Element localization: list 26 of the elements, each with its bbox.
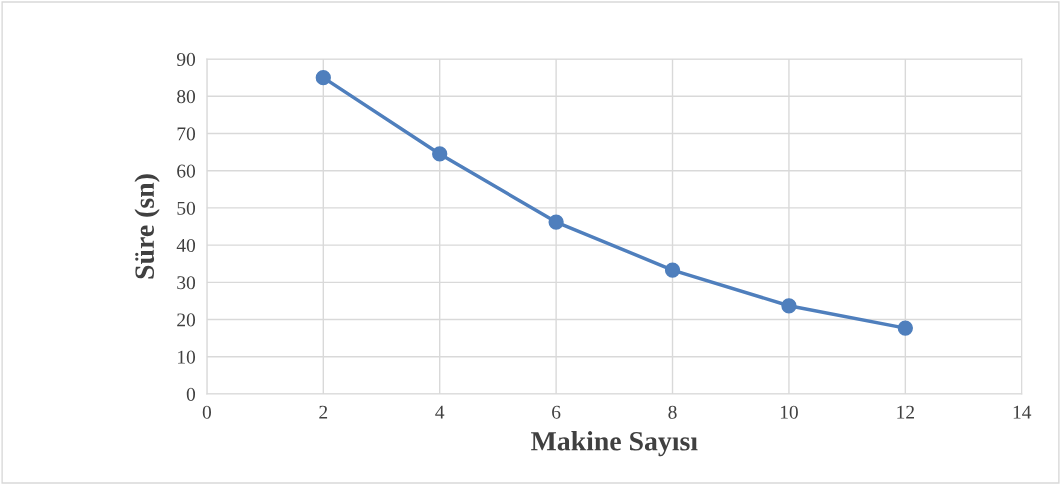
point <box>664 262 681 278</box>
x-tick-label: 2 <box>319 405 328 419</box>
y-tick-label: 0 <box>186 387 196 401</box>
y-tick-label: 90 <box>176 52 196 66</box>
point <box>897 320 913 336</box>
point <box>315 70 331 86</box>
x-tick-label: 8 <box>668 405 677 419</box>
y-tick-label: 50 <box>177 201 196 215</box>
x-tick-label: 12 <box>897 405 914 419</box>
x-tick-label: 10 <box>780 405 798 419</box>
y-tick-label: 80 <box>177 90 196 104</box>
x-tick-label: 14 <box>1013 405 1032 419</box>
y-tick-label: 40 <box>176 238 196 253</box>
y-tick-label: 60 <box>177 164 196 178</box>
y-tick-label: 10 <box>178 350 196 364</box>
x-tick-label: 6 <box>552 405 561 419</box>
x-tick-label: 4 <box>435 405 445 419</box>
y-tick-label: 30 <box>177 276 196 290</box>
point <box>548 214 564 230</box>
y-tick-label: 20 <box>177 313 196 327</box>
y-axis-title: Süre (sn) <box>134 174 160 279</box>
point <box>781 298 797 314</box>
y-tick-label: 70 <box>177 127 196 141</box>
x-tick-label: 0 <box>202 405 212 419</box>
x-axis-title: Makine Sayısı <box>531 431 698 457</box>
point <box>432 146 448 162</box>
